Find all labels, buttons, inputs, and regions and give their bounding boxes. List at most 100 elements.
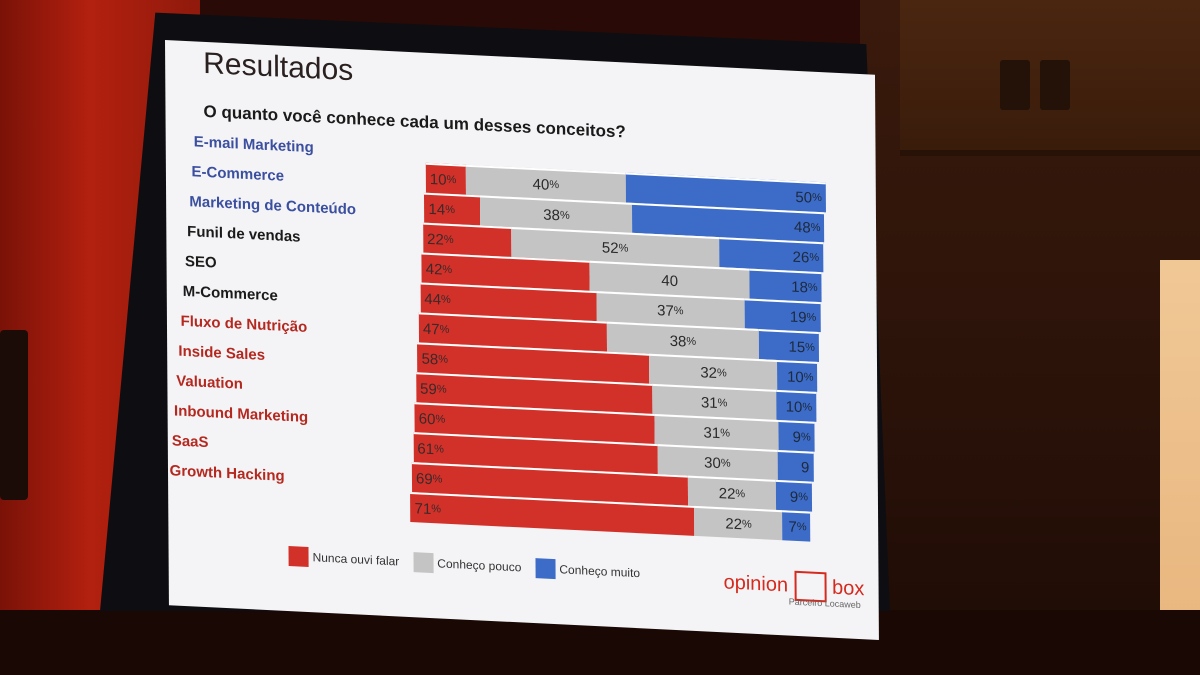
legend-label: Conheço muito xyxy=(559,562,641,581)
percent-sign: % xyxy=(618,242,629,255)
data-label: 26 xyxy=(792,248,810,267)
percent-sign: % xyxy=(741,518,752,531)
category-label: Inside Sales xyxy=(178,342,266,364)
percent-sign: % xyxy=(438,353,449,366)
category-label: E-mail Marketing xyxy=(193,133,314,157)
percent-sign: % xyxy=(445,203,455,217)
percent-sign: % xyxy=(716,367,727,380)
data-label: 31 xyxy=(700,393,718,412)
percent-sign: % xyxy=(440,293,451,306)
data-label: 47 xyxy=(422,320,440,338)
slide-title: Resultados xyxy=(203,46,354,88)
percent-sign: % xyxy=(673,304,684,318)
projected-slide: Resultados O quanto você conhece cada um… xyxy=(165,40,879,640)
percent-sign: % xyxy=(735,487,746,501)
chart-legend: Nunca ouvi falar Conheço pouco Conheço m… xyxy=(288,546,648,584)
percent-sign: % xyxy=(431,503,442,516)
percent-sign: % xyxy=(717,397,728,410)
percent-sign: % xyxy=(803,371,814,384)
category-label: Valuation xyxy=(176,372,243,393)
category-label: Growth Hacking xyxy=(169,462,285,485)
percent-sign: % xyxy=(720,427,731,440)
legend-swatch-red xyxy=(288,546,309,568)
data-label: 40 xyxy=(661,271,679,290)
percent-sign: % xyxy=(805,341,815,354)
lit-doorway xyxy=(1160,260,1200,675)
percent-sign: % xyxy=(549,178,560,192)
bar-segment-blue: 7% xyxy=(782,510,811,542)
category-label: SaaS xyxy=(171,432,209,452)
data-label: 14 xyxy=(428,200,446,219)
legend-item-much: Conheço muito xyxy=(535,558,640,583)
bar-segment-blue: 10% xyxy=(776,389,817,422)
data-label: 10 xyxy=(785,397,803,416)
data-label: 60 xyxy=(418,409,436,428)
percent-sign: % xyxy=(439,323,450,336)
legend-swatch-blue xyxy=(535,558,556,580)
legend-item-little: Conheço pouco xyxy=(413,552,521,577)
category-label: E-Commerce xyxy=(191,163,285,185)
brand-subtitle: Parceiro Locaweb xyxy=(788,596,861,611)
data-label: 42 xyxy=(425,260,443,279)
legend-swatch-gray xyxy=(413,552,434,574)
legend-label: Nunca ouvi falar xyxy=(312,550,400,569)
data-label: 10 xyxy=(786,367,804,386)
data-label: 30 xyxy=(704,453,721,472)
data-label: 44 xyxy=(424,290,442,309)
cabinet-handle xyxy=(1040,60,1070,110)
legend-label: Conheço pouco xyxy=(437,556,522,575)
brand-right: box xyxy=(832,576,865,600)
bar-segment-red: 10% xyxy=(425,162,466,195)
percent-sign: % xyxy=(434,443,444,456)
bar-segment-blue: 19% xyxy=(744,298,821,333)
data-label: 22 xyxy=(427,230,444,249)
data-label: 48 xyxy=(793,218,811,237)
percent-sign: % xyxy=(796,520,807,534)
category-label: Funil de vendas xyxy=(187,223,301,246)
data-label: 38 xyxy=(543,206,560,224)
data-label: 10 xyxy=(429,170,447,189)
bar-segment-gray: 22% xyxy=(687,475,777,510)
category-label: SEO xyxy=(184,252,217,272)
percent-sign: % xyxy=(559,209,570,222)
category-label: M-Commerce xyxy=(182,282,278,305)
percent-sign: % xyxy=(800,431,811,444)
percent-sign: % xyxy=(810,221,821,235)
category-label: Marketing de Conteúdo xyxy=(189,193,357,219)
stacked-bar-chart: 10% 40% 50% 14% 38% 48% 22% 52% 26% 42% 40 18% 44% 37… xyxy=(410,162,826,542)
data-label: 31 xyxy=(703,423,721,442)
data-label: 59 xyxy=(420,379,437,398)
data-label: 22 xyxy=(718,484,736,503)
data-label: 37 xyxy=(657,301,674,320)
bar-segment-gray: 22% xyxy=(694,505,783,541)
data-label: 69 xyxy=(415,469,433,488)
bar-segment-red: 22% xyxy=(422,222,512,257)
data-label: 40 xyxy=(532,175,550,194)
percent-sign: % xyxy=(435,413,446,426)
data-label: 18 xyxy=(791,278,808,296)
percent-sign: % xyxy=(807,281,818,294)
data-label: 52 xyxy=(601,238,619,257)
percent-sign: % xyxy=(436,383,447,396)
bar-segment-blue: 9% xyxy=(775,479,813,512)
bar-segment-red: 14% xyxy=(424,192,481,226)
percent-sign: % xyxy=(432,473,443,486)
data-label: 61 xyxy=(417,439,435,458)
data-label: 38 xyxy=(669,332,687,351)
wall-fixture xyxy=(0,330,28,500)
bar-segment-blue: 9 xyxy=(777,449,814,482)
data-label: 22 xyxy=(725,514,743,533)
data-label: 58 xyxy=(421,350,439,368)
cabinet-handle xyxy=(1000,60,1030,110)
category-label: Inbound Marketing xyxy=(173,402,309,427)
data-label: 9 xyxy=(789,488,799,506)
percent-sign: % xyxy=(442,263,453,277)
brand-left: opinion xyxy=(723,570,789,597)
percent-sign: % xyxy=(443,233,454,247)
data-label: 9 xyxy=(792,428,802,446)
data-label: 50 xyxy=(795,188,813,207)
data-label: 32 xyxy=(700,363,718,382)
wall-cabinet xyxy=(900,0,1200,156)
bar-segment-blue: 18% xyxy=(749,268,822,303)
data-label: 7 xyxy=(788,518,797,536)
